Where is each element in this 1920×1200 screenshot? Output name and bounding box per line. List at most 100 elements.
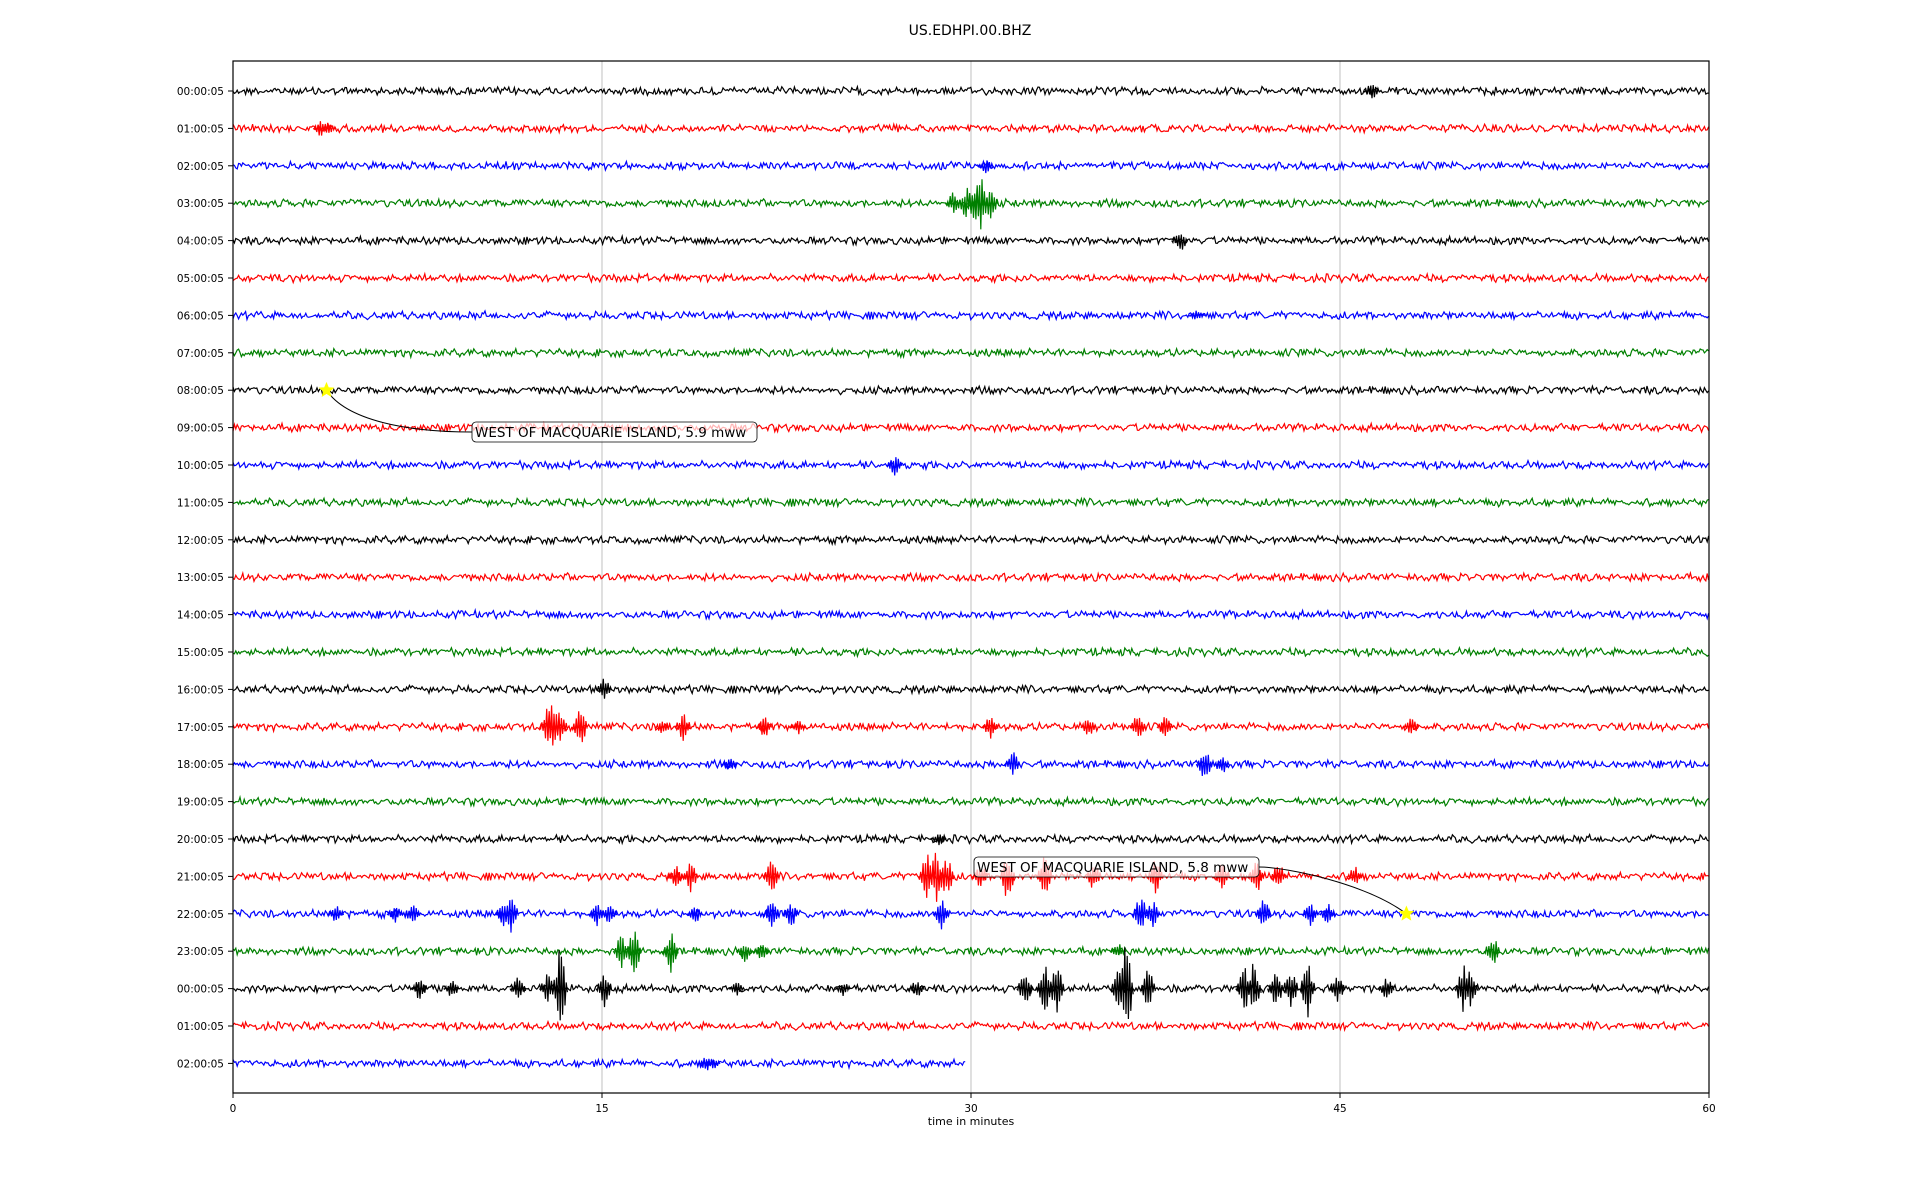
trace-burst bbox=[1461, 971, 1479, 1007]
event-star-icon bbox=[1398, 905, 1415, 921]
trace-burst bbox=[654, 721, 672, 733]
trace-line bbox=[232, 832, 1709, 846]
event-annotations: WEST OF MACQUARIE ISLAND, 5.9 mww WEST OF… bbox=[318, 381, 1415, 921]
trace-burst bbox=[1301, 904, 1319, 926]
y-tick-label: 15:00:05 bbox=[177, 647, 224, 659]
y-tick-label: 14:00:05 bbox=[177, 610, 224, 622]
y-tick-label: 10:00:05 bbox=[177, 460, 224, 472]
trace-burst bbox=[927, 852, 945, 902]
trace-burst bbox=[666, 866, 684, 886]
x-tick-label: 60 bbox=[1702, 1103, 1715, 1115]
trace-line bbox=[232, 1019, 1710, 1033]
trace-line bbox=[232, 271, 1709, 285]
trace-burst bbox=[1318, 903, 1336, 923]
trace-line bbox=[232, 1057, 966, 1071]
trace-burst bbox=[1131, 899, 1149, 926]
event-label: WEST OF MACQUARIE ISLAND, 5.8 mww bbox=[977, 860, 1248, 876]
trace-burst bbox=[762, 861, 780, 890]
trace-burst bbox=[728, 982, 746, 996]
event-label: WEST OF MACQUARIE ISLAND, 5.9 mww bbox=[475, 425, 746, 441]
y-tick-label: 02:00:05 bbox=[177, 1058, 224, 1070]
trace-burst bbox=[1016, 977, 1033, 1001]
trace-burst bbox=[908, 982, 925, 996]
trace-burst bbox=[981, 191, 999, 219]
y-tick-label: 00:00:05 bbox=[177, 984, 224, 996]
trace-burst bbox=[661, 933, 679, 973]
trace-line bbox=[232, 383, 1710, 397]
trace-line bbox=[232, 794, 1710, 808]
trace-burst bbox=[981, 717, 999, 739]
y-tick-label: 02:00:05 bbox=[177, 161, 224, 173]
trace-burst bbox=[681, 863, 699, 893]
trace-burst bbox=[753, 945, 770, 959]
trace-burst bbox=[790, 721, 807, 735]
event-star-icon bbox=[318, 381, 335, 397]
trace-burst bbox=[885, 457, 903, 476]
trace-burst bbox=[977, 160, 994, 174]
trace-burst bbox=[411, 980, 428, 999]
trace-burst bbox=[1254, 900, 1272, 924]
trace-burst bbox=[944, 192, 962, 213]
y-tick-label: 04:00:05 bbox=[177, 236, 224, 248]
y-tick-label: 05:00:05 bbox=[177, 273, 224, 285]
y-tick-label: 09:00:05 bbox=[177, 423, 224, 435]
trace-burst bbox=[403, 905, 421, 922]
trace-burst bbox=[782, 904, 800, 925]
x-axis-ticks: 0 15 30 45 60 bbox=[230, 1093, 1716, 1115]
y-tick-label: 23:00:05 bbox=[177, 946, 224, 958]
trace-line bbox=[232, 645, 1709, 659]
trace-line bbox=[232, 309, 1710, 322]
y-tick-label: 22:00:05 bbox=[177, 909, 224, 921]
trace-burst bbox=[1139, 970, 1156, 1003]
trace-burst bbox=[1171, 234, 1188, 250]
trace-burst bbox=[1244, 963, 1262, 1005]
trace-burst bbox=[917, 854, 935, 898]
chart-title: US.EDHPI.00.BHZ bbox=[909, 23, 1032, 39]
y-tick-label: 03:00:05 bbox=[177, 198, 224, 210]
trace-burst bbox=[930, 834, 947, 846]
y-tick-label: 16:00:05 bbox=[177, 684, 224, 696]
trace-burst bbox=[588, 904, 605, 927]
trace-burst bbox=[539, 974, 556, 1002]
trace-burst bbox=[834, 984, 851, 996]
trace-line bbox=[232, 907, 1709, 921]
y-tick-label: 07:00:05 bbox=[177, 348, 224, 360]
trace-burst bbox=[674, 714, 691, 741]
trace-burst bbox=[502, 899, 519, 933]
y-tick-label: 01:00:05 bbox=[177, 1021, 224, 1033]
y-tick-label: 06:00:05 bbox=[177, 310, 224, 322]
trace-burst bbox=[704, 1059, 721, 1069]
trace-burst bbox=[1328, 977, 1346, 1002]
y-tick-label: 01:00:05 bbox=[177, 123, 224, 135]
trace-burst bbox=[721, 758, 738, 770]
event-connector bbox=[326, 389, 473, 433]
x-axis-label: time in minutes bbox=[928, 1115, 1015, 1128]
trace-burst bbox=[1345, 866, 1363, 884]
trace-burst bbox=[1402, 718, 1420, 734]
trace-line bbox=[232, 458, 1710, 472]
event-label-box bbox=[471, 421, 758, 443]
trace-line bbox=[232, 233, 1710, 247]
trace-burst bbox=[686, 907, 704, 922]
trace-burst bbox=[755, 717, 773, 736]
trace-burst bbox=[551, 950, 568, 1021]
trace-line bbox=[232, 870, 1709, 884]
trace-burst bbox=[1109, 944, 1127, 957]
trace-burst bbox=[971, 179, 989, 230]
plot-frame bbox=[232, 60, 1710, 1094]
trace-burst bbox=[1003, 752, 1021, 775]
trace-burst bbox=[612, 936, 630, 969]
trace-burst bbox=[1377, 978, 1395, 998]
trace-burst bbox=[735, 946, 753, 962]
event-label-box bbox=[973, 856, 1260, 878]
y-tick-label: 18:00:05 bbox=[177, 759, 224, 771]
y-tick-label: 11:00:05 bbox=[177, 497, 224, 509]
trace-line bbox=[232, 944, 1710, 958]
trace-line bbox=[232, 84, 1709, 98]
trace-burst bbox=[1048, 970, 1065, 1013]
trace-burst bbox=[509, 977, 527, 998]
x-tick-label: 15 bbox=[595, 1103, 608, 1115]
trace-burst bbox=[1117, 947, 1134, 1020]
trace-burst bbox=[1299, 965, 1316, 1018]
